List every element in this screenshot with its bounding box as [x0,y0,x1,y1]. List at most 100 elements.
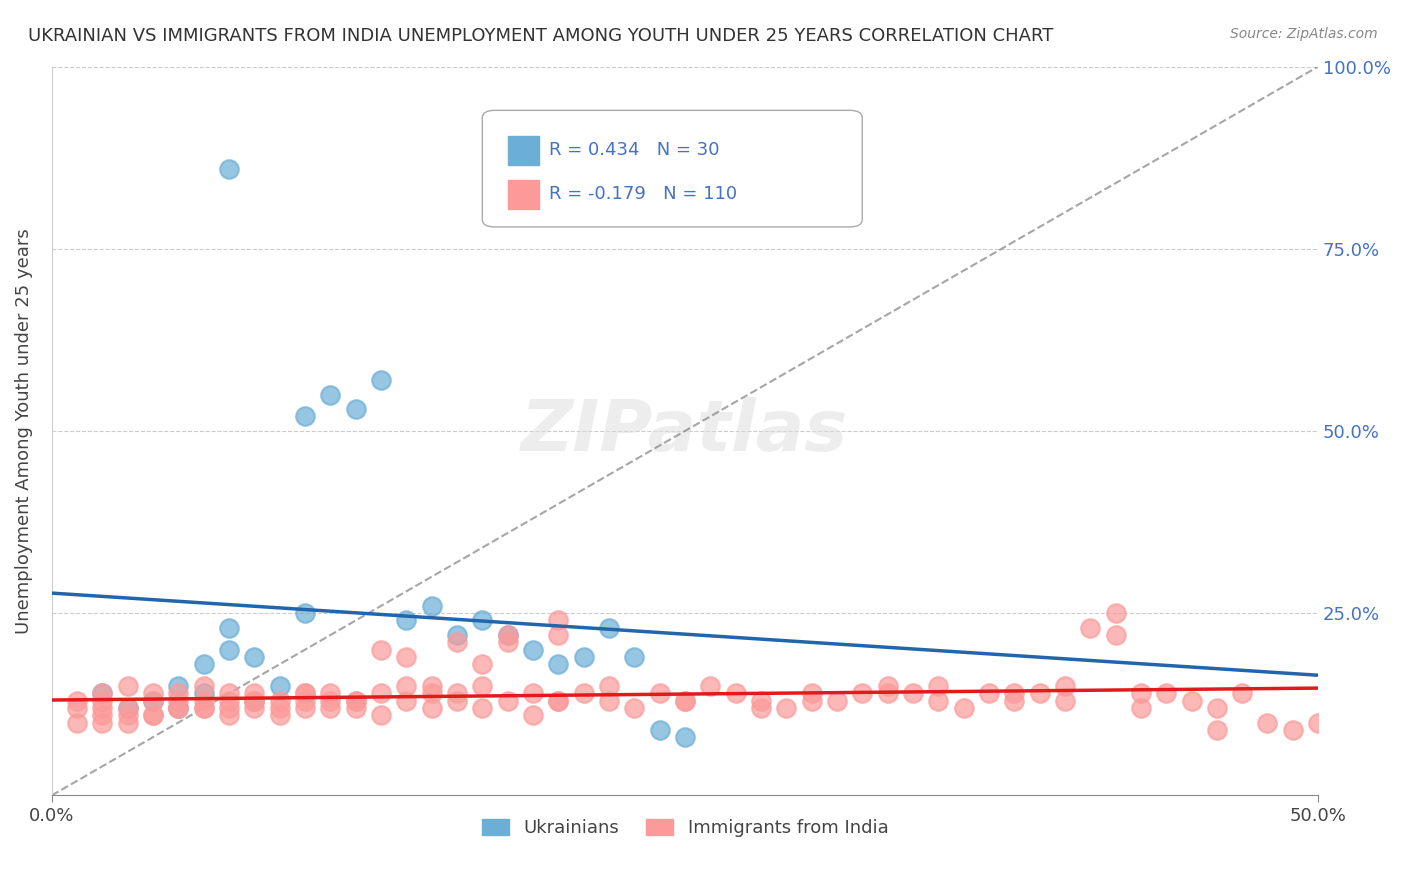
Point [395,693,418,707]
Point [420,679,443,693]
Point [142,686,165,700]
Point [218,686,240,700]
Point [218,621,240,635]
Point [294,409,316,424]
Point [952,701,974,715]
Point [471,679,494,693]
Point [167,693,190,707]
Point [1104,606,1126,620]
Point [66,693,89,707]
Point [344,402,367,417]
Bar [508,179,540,209]
Point [294,606,316,620]
Point [1180,693,1202,707]
Point [142,708,165,723]
Point [1230,686,1253,700]
Text: UKRAINIAN VS IMMIGRANTS FROM INDIA UNEMPLOYMENT AMONG YOUTH UNDER 25 YEARS CORRE: UKRAINIAN VS IMMIGRANTS FROM INDIA UNEMP… [28,27,1053,45]
Point [142,708,165,723]
Point [749,693,772,707]
Point [344,693,367,707]
Point [1078,621,1101,635]
Point [598,693,620,707]
Point [66,701,89,715]
Point [167,679,190,693]
Point [420,701,443,715]
Point [749,701,772,715]
Point [193,686,215,700]
Y-axis label: Unemployment Among Youth under 25 years: Unemployment Among Youth under 25 years [15,228,32,634]
Point [243,693,266,707]
Point [927,693,949,707]
Point [370,642,392,657]
Point [117,679,139,693]
Point [243,701,266,715]
Point [623,701,645,715]
Point [294,686,316,700]
Point [370,686,392,700]
Text: Source: ZipAtlas.com: Source: ZipAtlas.com [1230,27,1378,41]
Point [193,701,215,715]
Point [1053,679,1076,693]
Point [91,693,114,707]
Point [496,628,519,642]
Point [446,628,468,642]
Point [547,693,569,707]
Point [66,715,89,730]
Text: ZIPatlas: ZIPatlas [522,397,849,466]
Point [446,686,468,700]
Point [319,693,342,707]
Point [243,693,266,707]
Point [167,701,190,715]
Point [724,686,747,700]
FancyBboxPatch shape [482,111,862,227]
Point [572,649,595,664]
Point [496,628,519,642]
Point [117,701,139,715]
Point [1028,686,1050,700]
Point [344,693,367,707]
Point [876,686,898,700]
Point [243,686,266,700]
Point [193,679,215,693]
Point [193,657,215,672]
Point [167,701,190,715]
Point [167,701,190,715]
Point [117,701,139,715]
Point [1256,715,1278,730]
Point [471,614,494,628]
Point [243,649,266,664]
Point [218,708,240,723]
Point [420,686,443,700]
Point [598,679,620,693]
Point [370,373,392,387]
Point [876,679,898,693]
Point [471,657,494,672]
Point [91,708,114,723]
Point [117,715,139,730]
Point [1002,686,1025,700]
Point [648,723,671,737]
Point [91,715,114,730]
Point [218,701,240,715]
Point [344,701,367,715]
Point [218,161,240,176]
Point [598,621,620,635]
Point [1129,686,1152,700]
Point [1154,686,1177,700]
Point [673,730,696,744]
Point [522,642,544,657]
Point [218,642,240,657]
Point [623,649,645,664]
Text: R = -0.179   N = 110: R = -0.179 N = 110 [550,186,738,203]
Point [673,693,696,707]
Text: R = 0.434   N = 30: R = 0.434 N = 30 [550,142,720,160]
Point [673,693,696,707]
Point [547,628,569,642]
Point [218,693,240,707]
Point [572,686,595,700]
Point [446,693,468,707]
Point [243,693,266,707]
Point [1281,723,1303,737]
Point [496,693,519,707]
Point [294,693,316,707]
